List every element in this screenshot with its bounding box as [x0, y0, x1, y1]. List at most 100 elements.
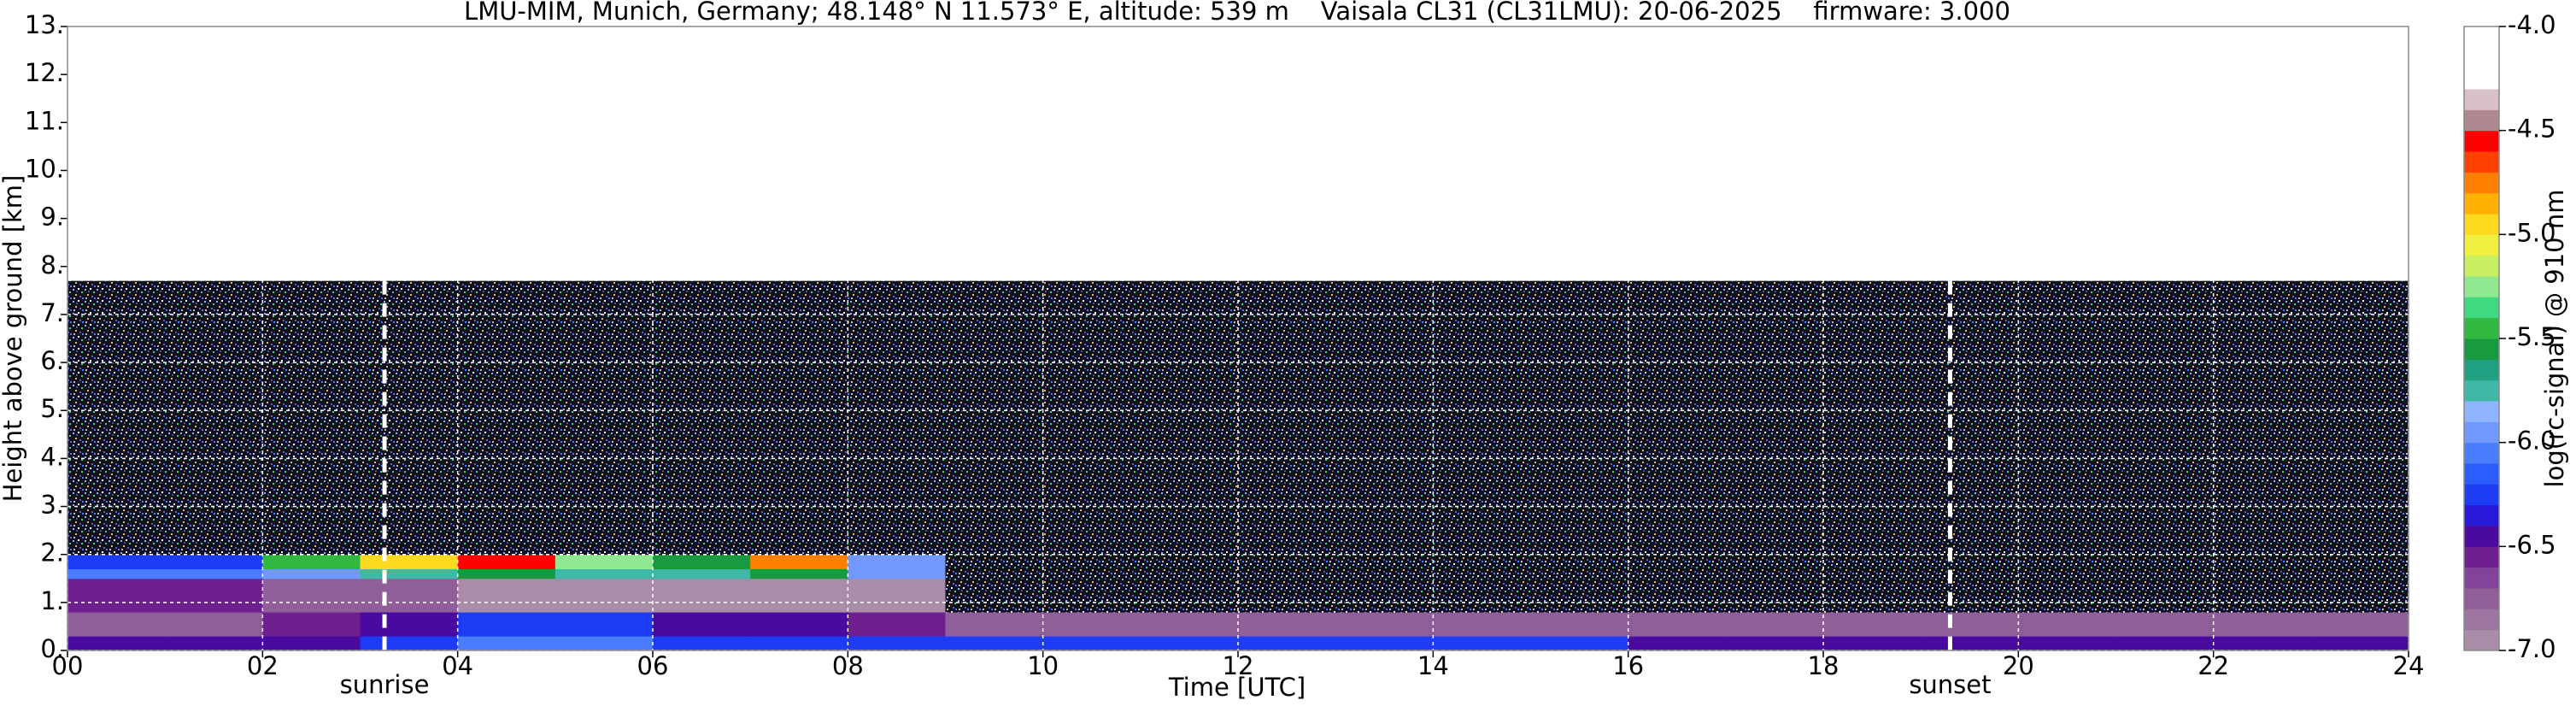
no-signal-cell: [1140, 578, 1239, 613]
colorbar-tick-label: -7.0: [2508, 634, 2556, 663]
no-signal-cell: [945, 554, 1044, 570]
no-signal-cell: [2018, 578, 2116, 613]
no-signal-cell: [262, 280, 361, 556]
no-signal-cell: [1433, 568, 1531, 580]
heatmap-cell: [750, 568, 848, 580]
heatmap-cell: [360, 568, 459, 580]
heatmap-cell: [750, 578, 848, 613]
colorbar-segment: [2464, 546, 2499, 568]
heatmap-cell: [2018, 636, 2116, 651]
heatmap-cell: [360, 578, 459, 613]
y-tick-label: 9.: [40, 203, 64, 232]
no-signal-cell: [1823, 554, 1922, 570]
heatmap-cell: [2018, 612, 2116, 637]
colorbar-segment: [2464, 484, 2499, 506]
colorbar-segment: [2464, 151, 2499, 173]
no-signal-cell: [848, 280, 946, 556]
y-tick-label: 7.: [40, 298, 64, 327]
no-signal-cell: [1042, 578, 1141, 613]
x-tick-label: 14: [1417, 651, 1449, 680]
heatmap-cell: [555, 578, 654, 613]
no-signal-cell: [1823, 568, 1922, 580]
colorbar-segment: [2464, 89, 2499, 110]
no-signal-cell: [1823, 578, 1922, 613]
heatmap-cell: [1628, 612, 1727, 637]
y-tick-label: 5.: [40, 394, 64, 423]
no-signal-cell: [1335, 554, 1434, 570]
heatmap-cell: [555, 636, 654, 651]
no-signal-cell: [1238, 568, 1336, 580]
no-signal-cell: [67, 280, 166, 556]
y-tick-label: 8.: [40, 250, 64, 279]
no-signal-cell: [1725, 554, 1824, 570]
colorbar-tick-label: -6.0: [2508, 427, 2556, 456]
colorbar-segment: [2464, 504, 2499, 527]
x-tick-label: 00: [52, 651, 84, 680]
heatmap-cell: [1433, 636, 1531, 651]
heatmap-cell: [262, 578, 361, 613]
no-signal-cell: [1530, 578, 1629, 613]
no-signal-cell: [2310, 578, 2409, 613]
colorbar-segment: [2464, 629, 2499, 651]
heatmap-cell: [2213, 612, 2312, 637]
no-signal-cell: [945, 568, 1044, 580]
no-signal-cell: [1628, 568, 1727, 580]
heatmap-cell: [1238, 612, 1336, 637]
colorbar-segment: [2464, 526, 2499, 547]
heatmap-cell: [848, 612, 946, 637]
no-signal-cell: [750, 280, 848, 556]
heatmap-cell: [165, 636, 263, 651]
no-signal-cell: [1921, 568, 2019, 580]
colorbar-segment: [2464, 68, 2499, 90]
x-tick-label: 10: [1027, 651, 1059, 680]
no-signal-cell: [2115, 554, 2215, 570]
heatmap-cell: [1140, 612, 1239, 637]
colorbar-segment: [2464, 359, 2499, 381]
heatmap-cell: [1725, 612, 1824, 637]
heatmap-cell: [1823, 612, 1922, 637]
colorbar-segment: [2464, 130, 2499, 152]
colorbar-label: log(rc-signal) @ 910 nm: [2540, 190, 2569, 488]
heatmap-cell: [848, 554, 946, 570]
colorbar-tick-label: -5.5: [2508, 322, 2556, 351]
x-tick-label: 18: [1808, 651, 1840, 680]
heatmap-cell: [2213, 636, 2312, 651]
no-signal-cell: [1042, 568, 1141, 580]
colorbar-segment: [2464, 379, 2499, 402]
no-signal-cell: [1628, 280, 1727, 556]
no-signal-cell: [2115, 280, 2215, 556]
no-signal-cell: [1921, 554, 2019, 570]
heatmap-cell: [67, 612, 166, 637]
no-signal-cell: [1433, 578, 1531, 613]
no-signal-cell: [2018, 568, 2116, 580]
no-signal-cell: [2213, 554, 2312, 570]
heatmap-cell: [457, 568, 556, 580]
x-tick-label: 24: [2393, 651, 2425, 680]
no-signal-cell: [457, 280, 556, 556]
colorbar-segment: [2464, 172, 2499, 194]
heatmap-cell: [653, 554, 751, 570]
heatmap-cell: [457, 612, 556, 637]
colorbar-segment: [2464, 214, 2499, 235]
heatmap-cell: [165, 568, 263, 580]
no-signal-cell: [2310, 568, 2409, 580]
y-tick-label: 1.: [40, 586, 64, 615]
x-tick-label: 08: [832, 651, 864, 680]
y-tick-label: 0.: [40, 634, 64, 663]
heatmap-cell: [848, 636, 946, 651]
no-signal-cell: [653, 280, 751, 556]
no-signal-cell: [1238, 578, 1336, 613]
heatmap-cell: [67, 568, 166, 580]
no-signal-cell: [1335, 578, 1434, 613]
colorbar-segment: [2464, 421, 2499, 444]
heatmap-cell: [165, 612, 263, 637]
no-signal-cell: [1725, 578, 1824, 613]
heatmap-cell: [750, 636, 848, 651]
annotation-label: sunrise: [340, 670, 430, 699]
no-signal-cell: [1335, 568, 1434, 580]
y-tick-label: 4.: [40, 442, 64, 471]
heatmap-cell: [653, 636, 751, 651]
heatmap-cell: [1823, 636, 1922, 651]
heatmap-cell: [2115, 612, 2215, 637]
